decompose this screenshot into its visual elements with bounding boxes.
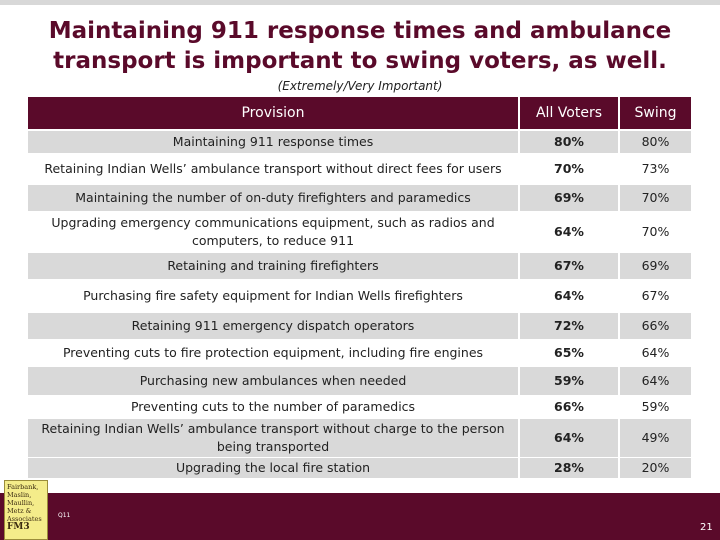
table-row: Purchasing fire safety equipment for Ind… [28, 281, 691, 311]
row-all-voters: 64% [554, 224, 584, 239]
row-all-voters: 65% [554, 345, 584, 360]
row-provision: Preventing cuts to the number of paramed… [130, 399, 416, 414]
row-provision: Purchasing new ambulances when needed [28, 367, 518, 395]
row-swing: 66% [620, 313, 691, 339]
row-provision: Retaining Indian Wells’ ambulance transp… [28, 419, 518, 457]
row-provision: Upgrading the local fire station [28, 458, 518, 478]
row-provision: Purchasing fire safety equipment for Ind… [83, 288, 463, 303]
row-swing: 49% [620, 419, 691, 457]
row-provision: Preventing cuts to fire protection equip… [62, 345, 484, 360]
header-swing: Swing [620, 97, 691, 129]
row-all-voters: 64% [554, 288, 584, 303]
row-all-voters: 67% [520, 253, 618, 279]
slide-subtitle: (Extremely/Very Important) [277, 79, 443, 93]
row-swing: 59% [641, 399, 670, 414]
logo-mark: FM3 [7, 522, 30, 532]
row-all-voters: 59% [520, 367, 618, 395]
table-row: Upgrading emergency communications equip… [28, 213, 691, 251]
table-row: Preventing cuts to the number of paramed… [28, 397, 691, 417]
table-row: Preventing cuts to fire protection equip… [28, 341, 691, 365]
row-all-voters: 28% [520, 458, 618, 478]
table-row: Upgrading the local fire station 28% 20% [28, 458, 691, 478]
row-swing: 70% [620, 185, 691, 211]
header-all-voters: All Voters [520, 97, 618, 129]
row-all-voters: 66% [554, 399, 584, 414]
row-all-voters: 72% [520, 313, 618, 339]
row-swing: 64% [641, 345, 670, 360]
row-provision: Retaining and training firefighters [28, 253, 518, 279]
row-provision: Upgrading emergency communications equip… [51, 215, 495, 248]
table-row: Maintaining the number of on-duty firefi… [28, 185, 691, 211]
row-swing: 73% [641, 161, 670, 176]
row-provision: Maintaining 911 response times [28, 131, 518, 153]
top-rule [0, 0, 720, 5]
table-row: Maintaining 911 response times 80% 80% [28, 131, 691, 153]
table-row: Retaining and training firefighters 67% … [28, 253, 691, 279]
table-row: Purchasing new ambulances when needed 59… [28, 367, 691, 395]
row-all-voters: 70% [554, 161, 584, 176]
header-provision: Provision [28, 97, 518, 129]
row-provision: Retaining 911 emergency dispatch operato… [28, 313, 518, 339]
row-provision: Retaining Indian Wells’ ambulance transp… [44, 161, 502, 176]
row-swing: 80% [620, 131, 691, 153]
slide-title: Maintaining 911 response times and ambul… [48, 18, 672, 74]
table-row: Retaining Indian Wells’ ambulance transp… [28, 155, 691, 183]
row-swing: 70% [641, 224, 670, 239]
logo-text: Fairbank, Maslin, Maullin, Metz & Associ… [7, 483, 42, 523]
footer-bar [0, 493, 720, 540]
table-row: Retaining Indian Wells’ ambulance transp… [28, 419, 691, 457]
row-swing: 69% [620, 253, 691, 279]
row-swing: 67% [641, 288, 670, 303]
row-all-voters: 80% [520, 131, 618, 153]
page-number: 21 [700, 522, 713, 533]
row-all-voters: 64% [520, 419, 618, 457]
table-row: Retaining 911 emergency dispatch operato… [28, 313, 691, 339]
question-code: Q11 [58, 512, 71, 519]
row-swing: 20% [620, 458, 691, 478]
row-provision: Maintaining the number of on-duty firefi… [28, 185, 518, 211]
row-all-voters: 69% [520, 185, 618, 211]
fm3-logo: Fairbank, Maslin, Maullin, Metz & Associ… [4, 480, 48, 540]
row-swing: 64% [620, 367, 691, 395]
